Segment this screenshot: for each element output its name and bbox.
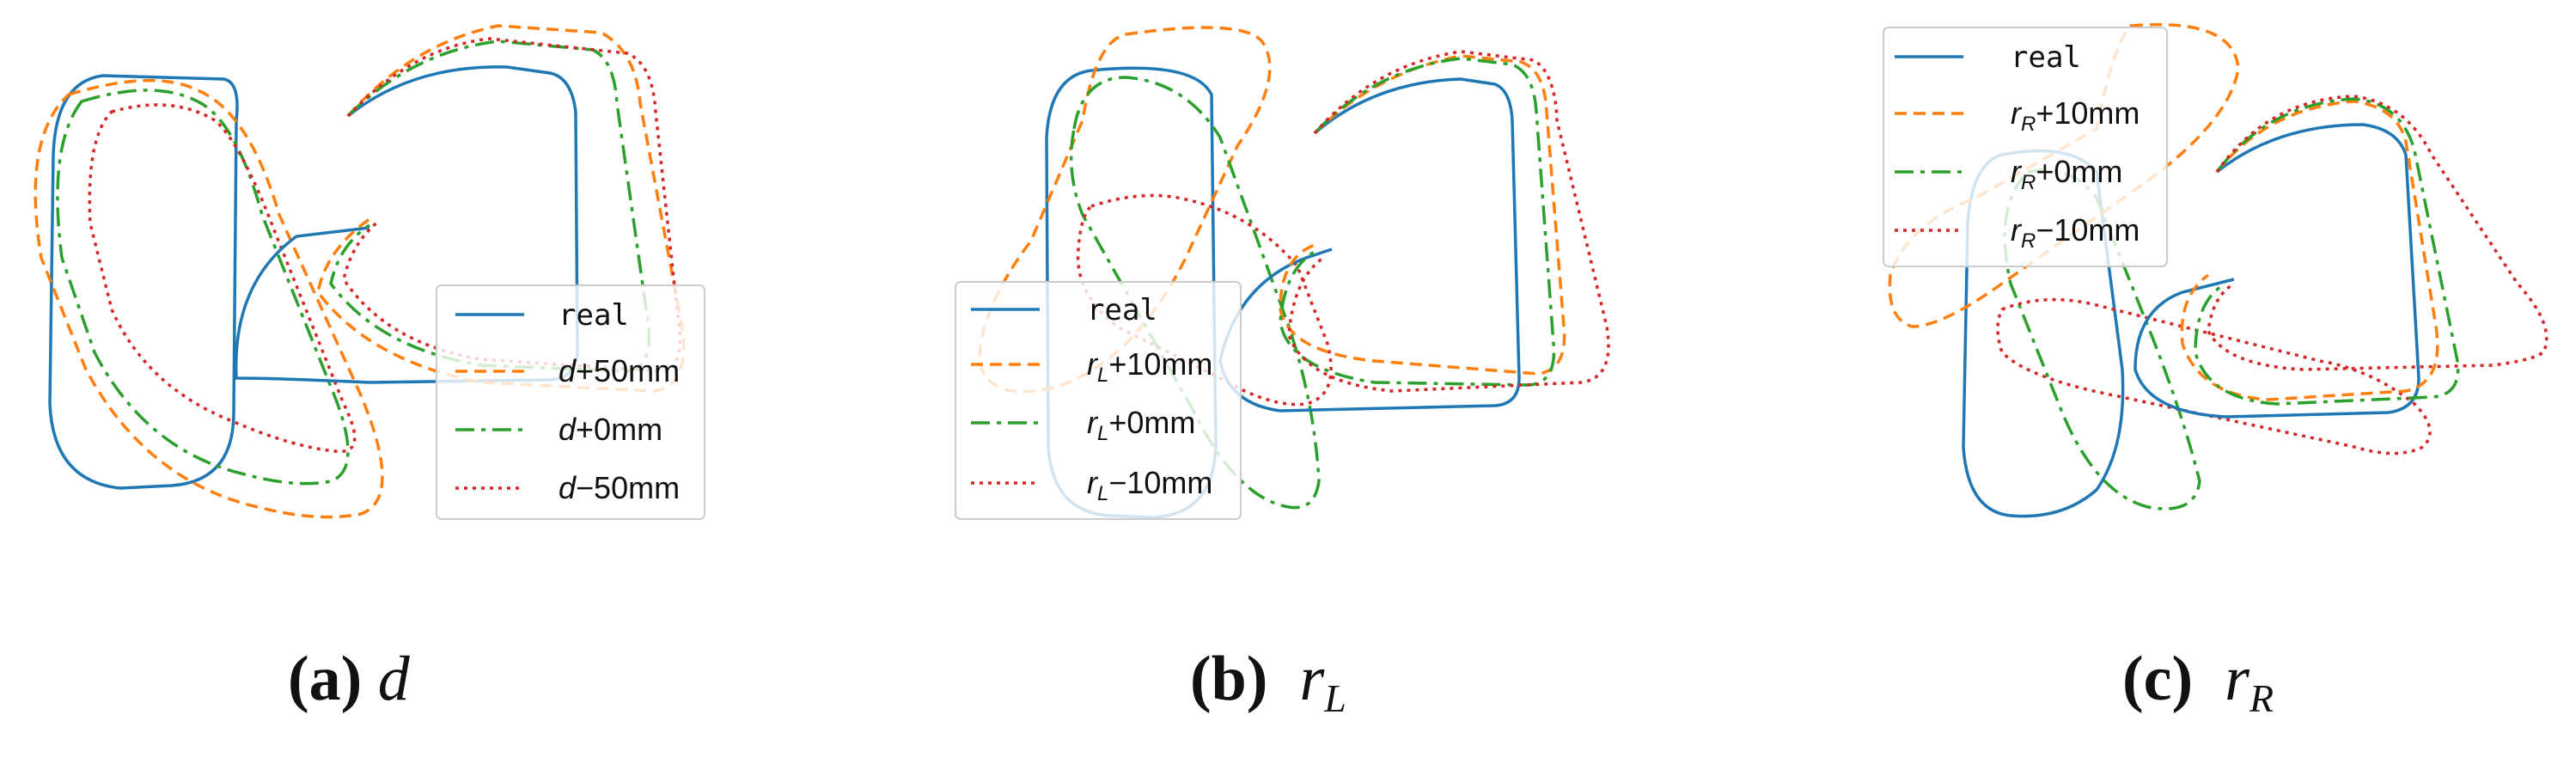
legend-subscript: R [2021, 171, 2036, 194]
panel-b-caption-letter: (b) [1190, 644, 1268, 714]
legend-suffix: +10mm [2036, 95, 2140, 131]
panel-c-caption-symbol: r [2225, 644, 2249, 714]
panel-c-legend-label-zero: rR+0mm [2011, 154, 2122, 194]
panel-b-caption-subscript: L [1324, 676, 1346, 720]
panel-c-right-loop-real [2133, 123, 2420, 419]
panel-b-legend-label-real: real [1087, 293, 1157, 327]
panel-a-legend-frame [436, 284, 705, 520]
panel-a: real d+50mm d+0mm d−50mm [34, 24, 705, 520]
legend-suffix: +0mm [576, 412, 662, 447]
panel-b-right-loop-zero [1279, 57, 1556, 387]
panel-b-right-loop-plus [1279, 54, 1566, 376]
panel-b-left-loop-plus [978, 26, 1272, 394]
panel-a-left-loop-zero [56, 89, 350, 486]
legend-suffix: +50mm [576, 353, 680, 388]
panel-a-legend: real d+50mm d+0mm d−50mm [436, 284, 705, 520]
panel-b-caption: (b) rL [1190, 643, 1346, 721]
legend-subscript: L [1097, 482, 1108, 505]
legend-symbol: d [559, 353, 577, 388]
panel-a-left-loop-plus [34, 78, 384, 519]
panel-b-legend-label-plus: rL+10mm [1087, 346, 1212, 387]
legend-subscript: L [1097, 422, 1108, 445]
panel-b: real rL+10mm rL+0mm rL−10mm [955, 26, 1610, 520]
panel-a-legend-item: real [455, 298, 629, 333]
legend-symbol: r [2011, 154, 2023, 189]
legend-suffix: +10mm [1108, 346, 1212, 382]
panel-a-legend-label-real: real [559, 298, 629, 333]
panel-c-right-loop-zero [2194, 97, 2460, 406]
panel-b-legend-frame [955, 281, 1242, 520]
panel-b-right-loop-minus [1287, 50, 1610, 393]
panel-a-caption: (a) d [288, 643, 410, 716]
legend-subscript: R [2021, 113, 2036, 136]
panel-c-caption-letter: (c) [2122, 644, 2194, 714]
panel-c-legend: real rR+10mm rR+0mm rR−10mm [1883, 27, 2168, 267]
panel-c-legend-label-real: real [2011, 40, 2081, 75]
panel-a-legend-label-plus: d+50mm [559, 353, 680, 388]
panel-a-legend-label-minus: d−50mm [559, 470, 680, 505]
panel-a-left-loop-minus [88, 103, 357, 454]
panel-c: real rR+10mm rR+0mm rR−10mm [1883, 22, 2549, 518]
legend-suffix: −50mm [576, 470, 680, 505]
panel-c-legend-label-minus: rR−10mm [2011, 212, 2140, 253]
panel-a-legend-item: d+50mm [455, 353, 680, 388]
panel-c-legend-item: rR−10mm [1895, 212, 2140, 253]
panel-b-left-loop-minus [1076, 193, 1333, 407]
panel-b-legend: real rL+10mm rL+0mm rL−10mm [955, 281, 1242, 520]
panel-a-caption-symbol: d [377, 644, 410, 714]
legend-symbol: r [2011, 212, 2023, 248]
panel-c-legend-label-plus: rR+10mm [2011, 95, 2140, 136]
panel-a-legend-item: d−50mm [455, 470, 680, 505]
panel-b-legend-item: rL+0mm [971, 405, 1195, 445]
panel-c-legend-frame [1883, 27, 2168, 267]
panel-a-left-loop-real [48, 74, 239, 490]
panel-c-legend-item: real [1895, 40, 2081, 75]
panel-c-right-loop-minus [2207, 95, 2549, 371]
legend-suffix: +0mm [1108, 405, 1195, 440]
panel-c-legend-item: rR+10mm [1895, 95, 2140, 136]
panel-c-left-loop-minus [1996, 297, 2432, 455]
panel-c-right-loop-plus [2180, 100, 2439, 401]
legend-symbol: r [1087, 465, 1099, 500]
panel-c-legend-item: rR+0mm [1895, 154, 2122, 194]
legend-symbol: d [559, 412, 577, 447]
panel-b-caption-symbol: r [1299, 644, 1325, 714]
legend-symbol: r [1087, 405, 1099, 440]
legend-subscript: R [2021, 229, 2036, 253]
panel-b-legend-item: rL−10mm [971, 465, 1212, 505]
panel-b-legend-item: real [971, 293, 1157, 327]
panel-b-legend-label-zero: rL+0mm [1087, 405, 1195, 445]
legend-symbol: d [559, 470, 577, 505]
panel-c-caption: (c) rR [2122, 643, 2274, 721]
legend-symbol: r [2011, 95, 2023, 131]
legend-suffix: +0mm [2036, 154, 2122, 189]
panel-a-legend-label-zero: d+0mm [559, 412, 662, 447]
panel-b-right-loop-real [1218, 77, 1521, 413]
legend-subscript: L [1097, 364, 1108, 387]
panel-b-legend-item: rL+10mm [971, 346, 1212, 387]
panel-c-caption-subscript: R [2249, 676, 2274, 720]
legend-suffix: −10mm [2036, 212, 2140, 248]
legend-symbol: r [1087, 346, 1099, 382]
panel-b-legend-label-minus: rL−10mm [1087, 465, 1212, 505]
panel-a-caption-letter: (a) [288, 644, 363, 714]
panel-a-legend-item: d+0mm [455, 412, 662, 447]
legend-suffix: −10mm [1108, 465, 1212, 500]
